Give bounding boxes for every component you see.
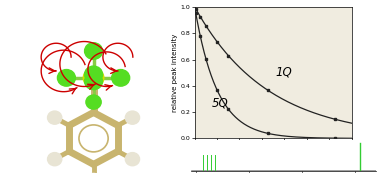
Text: 1Q: 1Q [275,65,292,78]
Circle shape [112,70,130,86]
Circle shape [48,153,62,166]
Circle shape [85,43,102,59]
Text: 5Q: 5Q [211,97,228,110]
Circle shape [125,111,139,124]
Circle shape [125,153,139,166]
Circle shape [83,68,104,87]
Circle shape [85,73,102,90]
Circle shape [85,66,102,83]
Y-axis label: relative peak intensity: relative peak intensity [172,33,178,112]
X-axis label: relaxation delay / ms: relaxation delay / ms [236,150,310,156]
Circle shape [48,111,62,124]
Circle shape [86,95,101,109]
Circle shape [57,70,75,86]
